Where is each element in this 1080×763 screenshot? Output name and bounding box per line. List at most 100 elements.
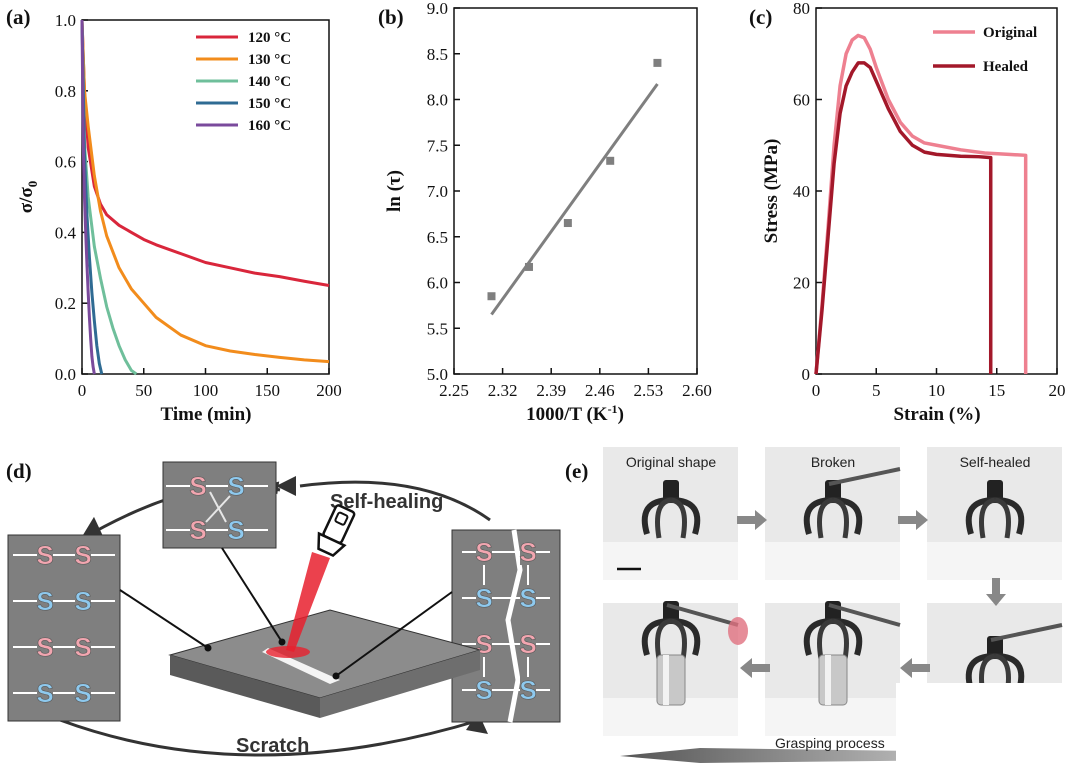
sulfur-atom: S: [74, 678, 91, 708]
x-tick-label: 200: [316, 381, 342, 400]
series-line-120c: [80, 19, 330, 287]
sulfur-atom: S: [36, 632, 53, 662]
x-tick-label: 0: [78, 381, 87, 400]
y-tick-label: 5.5: [427, 319, 448, 338]
x-tick-label: 100: [193, 381, 219, 400]
sulfur-atom: S: [519, 537, 536, 567]
y-axis-label-b: ln (τ): [384, 170, 405, 212]
material-slab: [168, 609, 482, 718]
sulfur-atom: S: [74, 586, 91, 616]
y-tick-label: 5.0: [427, 365, 448, 384]
sulfur-atom: S: [36, 678, 53, 708]
x-tick-label: 150: [255, 381, 281, 400]
sulfur-atom: S: [519, 629, 536, 659]
x-tick-label: 10: [928, 381, 945, 400]
schematic-self-healing: (d) Self-healing Scratch S SS SS SS S S SS S S…: [6, 459, 561, 757]
legend-entry: 160 °C: [248, 118, 291, 134]
y-axis-label-a: σ/σ0: [16, 181, 40, 213]
y-tick-label: 20: [793, 274, 810, 293]
x-axis-label-b: 1000/T (K-1): [526, 402, 624, 425]
arrow-right-2: [898, 510, 928, 530]
series-line-original: [814, 33, 1028, 375]
tweezer: [666, 603, 739, 627]
fit-line: [490, 83, 659, 316]
panel-label-e: (e): [565, 459, 588, 483]
photo-tile: Original shape: [603, 447, 738, 580]
x-tick-label: 0: [812, 381, 821, 400]
pointer-line-middle: [221, 547, 283, 643]
chart-c: (c) 0 5 10 15 20 0 20 40 60 80 Original Healed Str…: [749, 0, 1066, 425]
photo-caption: Broken: [811, 454, 855, 470]
sulfur-atom: S: [74, 632, 91, 662]
y-tick-label: 8.5: [427, 45, 448, 64]
legend-entry: 130 °C: [248, 52, 291, 68]
arrow-left-1: [900, 658, 930, 678]
arrowhead-scratch: [466, 712, 488, 734]
scratch-label: Scratch: [236, 735, 309, 757]
arrowhead-self-healing: [276, 476, 296, 496]
self-healing-label: Self-healing: [330, 491, 443, 513]
panel-label-b: (b): [378, 5, 404, 29]
panel-label-d: (d): [6, 459, 32, 483]
x-tick-label: 2.32: [488, 381, 518, 400]
y-tick-label: 6.5: [427, 228, 448, 247]
legend-entry: 120 °C: [248, 30, 291, 46]
series-line-160c: [80, 19, 96, 375]
photo-tile: [765, 601, 901, 736]
y-tick-label: 0.6: [55, 153, 76, 172]
crack-line: [505, 529, 523, 723]
sulfur-atom: S: [189, 471, 206, 501]
y-tick-label: 40: [793, 182, 810, 201]
sulfur-atom: S: [227, 515, 244, 545]
series-group-c: [814, 33, 1028, 375]
x-tick-label: 2.53: [634, 381, 664, 400]
x-tick-label: 20: [1049, 381, 1066, 400]
y-tick-label: 7.5: [427, 136, 448, 155]
x-tick-label: 2.60: [682, 381, 712, 400]
arc-bottom: [59, 718, 481, 757]
y-tick-label: 0.2: [55, 294, 76, 313]
data-point: [563, 219, 572, 228]
data-point: [606, 156, 615, 165]
plot-frame-a: [81, 19, 330, 375]
photo-tile: [603, 601, 748, 736]
legend-entry: Original: [983, 25, 1037, 41]
arrowhead-left: [82, 516, 105, 539]
tweezer: [828, 467, 901, 486]
series-line-healed: [814, 61, 993, 375]
grasping-caption: Grasping process: [775, 735, 885, 751]
exchange-link: [209, 491, 227, 523]
photo-caption: Self-healed: [960, 454, 1031, 470]
y-tick-label: 9.0: [427, 0, 448, 18]
arc-top-right: [299, 480, 491, 522]
sulfur-atom: S: [74, 540, 91, 570]
tweezer: [990, 623, 1063, 642]
sulfur-atom: S: [36, 586, 53, 616]
axis-ticks-b: 2.25 2.32 2.39 2.46 2.53 2.60 5.0 5.5 6.0 6.5 7.0 7…: [427, 0, 712, 400]
metal-weight: [818, 654, 848, 706]
y-tick-label: 0.0: [55, 365, 76, 384]
x-tick-label: 15: [988, 381, 1005, 400]
data-point: [524, 262, 533, 271]
x-axis-label-a: Time (min): [161, 404, 252, 425]
sulfur-atom: S: [189, 515, 206, 545]
x-tick-label: 2.46: [585, 381, 615, 400]
y-axis-label-c: Stress (MPa): [761, 139, 782, 244]
axis-ticks-c: 0 5 10 15 20 0 20 40 60 80: [793, 0, 1066, 400]
sulfur-atom: S: [475, 583, 492, 613]
sulfur-atom: S: [519, 583, 536, 613]
laser-beam: [286, 552, 330, 652]
scratched-network-panel: S SS SS SS S: [451, 529, 561, 723]
sulfur-atom: S: [475, 537, 492, 567]
photo-tile: Self-healed: [927, 447, 1062, 580]
legend-a: 120 °C 130 °C 140 °C 150 °C 160 °C: [196, 30, 291, 134]
x-axis-label-c: Strain (%): [893, 404, 980, 425]
photo-tile: Broken: [765, 447, 901, 580]
series-group-b: [487, 58, 662, 316]
panel-label-a: (a): [6, 5, 31, 29]
x-tick-label: 5: [872, 381, 881, 400]
arrow-down: [986, 578, 1006, 606]
y-tick-label: 7.0: [427, 182, 448, 201]
y-tick-label: 1.0: [55, 11, 76, 30]
arrow-right-1: [737, 510, 767, 530]
